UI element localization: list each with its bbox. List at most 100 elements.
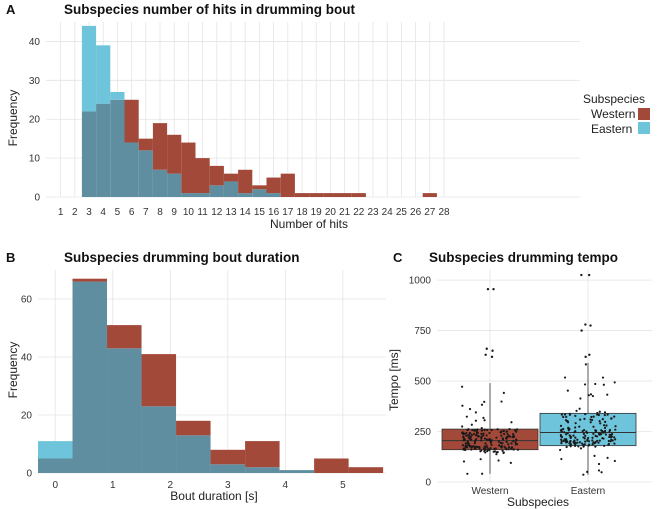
- panel-b-western-bar: [107, 325, 142, 349]
- panel-c-point: [464, 442, 467, 445]
- panel-c-point: [488, 431, 491, 435]
- panel-c-point: [476, 445, 479, 448]
- panel-c-point: [483, 450, 486, 453]
- panel-c-outlier: [587, 273, 591, 277]
- panel-a-overlap-bar: [266, 193, 281, 197]
- panel-a-eastern-bar: [110, 92, 125, 100]
- panel-a-title: Subspecies number of hits in drumming bo…: [64, 2, 356, 17]
- panel-a-overlap-bar: [81, 111, 97, 197]
- panel-c-point: [497, 440, 500, 443]
- panel-c-point: [574, 444, 577, 447]
- panel-c-point: [565, 439, 568, 442]
- panel-c-point: [598, 439, 601, 442]
- panel-a-xtick: 21: [339, 207, 351, 218]
- panel-c-point: [604, 420, 607, 423]
- panel-c-point: [584, 412, 587, 416]
- panel-b-western-bar: [176, 420, 211, 436]
- panel-c-point: [584, 363, 587, 366]
- panel-c-point: [472, 432, 476, 436]
- panel-c-point: [613, 436, 616, 439]
- panel-c-point: [610, 417, 613, 420]
- panel-c-point: [562, 427, 565, 431]
- panel-c-point: [582, 473, 585, 476]
- panel-c-point: [586, 439, 589, 442]
- panel-c-point: [600, 471, 603, 474]
- panel-c-point: [563, 413, 567, 416]
- panel-a-overlap-bar: [138, 150, 153, 197]
- panel-b-overlap-bar: [176, 435, 211, 473]
- panel-c-point: [465, 446, 469, 449]
- panel-c-point: [482, 432, 485, 435]
- panel-c-point: [462, 435, 465, 439]
- panel-c-point: [515, 428, 519, 431]
- panel-a-overlap-bar: [181, 193, 196, 197]
- panel-c-point: [465, 434, 468, 437]
- panel-c-point: [604, 433, 608, 436]
- panel-b-overlap-bar: [245, 467, 280, 473]
- panel-c-point: [563, 438, 566, 442]
- panel-c-point: [473, 429, 476, 432]
- panel-c-point: [468, 407, 472, 411]
- panel-c-point: [474, 434, 478, 437]
- panel-a-western-bar: [309, 193, 324, 197]
- panel-c-point: [469, 432, 472, 435]
- panel-a-western-bar: [337, 193, 352, 197]
- panel-b-xtick: 2: [168, 480, 174, 491]
- panel-c-point: [480, 429, 483, 432]
- panel-c-ytick: 0: [425, 478, 431, 489]
- panel-c-point: [596, 413, 599, 416]
- panel-c-point: [603, 411, 607, 414]
- panel-c-point: [563, 376, 567, 379]
- panel-c-point: [594, 382, 597, 386]
- panel-a-western-bar: [195, 158, 210, 194]
- panel-a-xtick: 25: [396, 207, 408, 218]
- panel-c-point: [516, 448, 520, 451]
- panel-a-overlap-bar: [195, 193, 210, 197]
- panel-c-point: [485, 434, 488, 437]
- panel-b-overlap-bar: [72, 281, 108, 473]
- panel-a-xtick: 12: [211, 207, 223, 218]
- panel-c-point: [510, 421, 513, 424]
- panel-c-point: [503, 445, 506, 448]
- panel-c-point: [486, 446, 489, 449]
- panel-a-western-bar: [138, 138, 153, 151]
- panel-c-point: [579, 397, 582, 400]
- panel-c-point: [613, 381, 616, 384]
- panel-c-point: [597, 441, 600, 444]
- panel-c-point: [569, 445, 572, 448]
- panel-c-point: [464, 448, 467, 452]
- panel-c-point: [598, 420, 601, 423]
- panel-c-point: [469, 436, 472, 439]
- panel-c-outlier: [484, 353, 487, 356]
- panel-c-ytick: 500: [414, 377, 431, 388]
- panel-c-point: [515, 430, 518, 433]
- panel-b-western-bar: [210, 449, 246, 465]
- panel-c-point: [512, 448, 515, 451]
- panel-c-point: [479, 458, 482, 461]
- panel-c-point: [484, 446, 487, 450]
- panel-c-point: [613, 459, 616, 463]
- panel-c-ytick: 750: [414, 326, 431, 337]
- panel-a-xtick: 27: [424, 207, 436, 218]
- panel-c-outlier: [584, 355, 587, 359]
- panel-a-overlap-bar: [96, 103, 111, 197]
- panel-c-point: [500, 400, 503, 403]
- panel-c-point: [480, 437, 483, 440]
- legend: Subspecies Western Eastern: [583, 92, 650, 136]
- panel-c-point: [461, 425, 464, 428]
- panel-b-overlap-bar: [279, 470, 315, 473]
- panel-c-point: [569, 439, 572, 443]
- panel-c-point: [560, 435, 564, 439]
- panel-c-point: [608, 435, 611, 439]
- panel-c-point: [510, 442, 513, 445]
- panel-c-point: [473, 447, 476, 450]
- panel-c-point: [482, 434, 485, 437]
- panel-c-point: [501, 442, 504, 445]
- panel-c-outlier: [491, 349, 494, 352]
- panel-b-ytick: 40: [21, 353, 33, 364]
- panel-c-point: [591, 443, 594, 446]
- panel-c-point: [506, 433, 509, 436]
- panel-c-point: [580, 442, 584, 445]
- panel-c-point: [502, 391, 505, 395]
